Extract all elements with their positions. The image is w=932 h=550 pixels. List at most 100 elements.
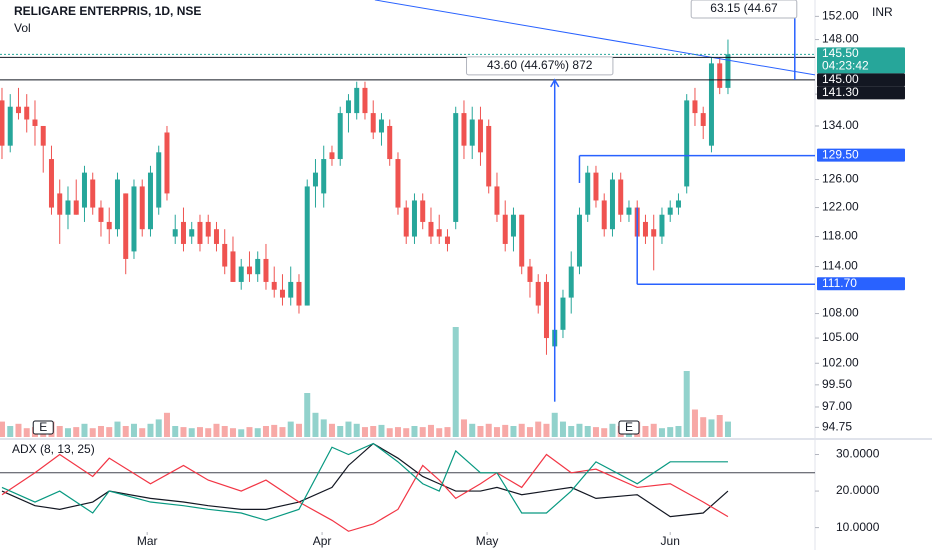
indicator-line — [1, 442, 728, 521]
volume-bar — [246, 427, 253, 437]
price-badge-label: 111.70 — [822, 276, 857, 290]
candle-body — [288, 281, 294, 298]
volume-bar — [155, 419, 162, 437]
indicator-tick-label: 20.0000 — [836, 483, 880, 497]
volume-bar — [609, 423, 616, 437]
volume-bar — [287, 421, 294, 437]
candle-body — [205, 221, 211, 237]
volume-bar — [510, 426, 517, 437]
volume-bar — [502, 424, 509, 437]
candle-body — [609, 179, 615, 230]
volume-bar — [328, 423, 335, 437]
volume-bar — [213, 423, 220, 437]
volume-bar — [675, 426, 682, 437]
y-tick-label: 126.00 — [822, 172, 859, 186]
volume-bar — [295, 423, 302, 437]
measure-arrow — [550, 78, 560, 88]
candle-body — [395, 159, 401, 208]
volume-bar — [642, 426, 649, 437]
candle-body — [271, 281, 277, 290]
candle-body — [123, 193, 129, 259]
volume-bar — [73, 427, 80, 437]
volume-bar — [221, 426, 228, 437]
volume-bar — [427, 424, 434, 437]
volume-bar — [122, 426, 129, 437]
candle-body — [345, 100, 351, 114]
candle-body — [246, 266, 252, 275]
candle-body — [164, 132, 170, 194]
volume-bar — [419, 427, 426, 437]
candle-body — [321, 159, 327, 194]
x-tick-label: Mar — [137, 534, 158, 548]
candle-body — [139, 186, 145, 230]
volume-bar — [163, 412, 170, 437]
event-label: E — [625, 420, 633, 434]
price-badge — [817, 47, 905, 74]
y-tick-label: 94.75 — [822, 420, 852, 434]
candle-body — [519, 214, 525, 267]
y-tick-label: 108.00 — [822, 306, 859, 320]
candle-body — [40, 125, 46, 146]
candle-body — [329, 152, 335, 160]
indicator-tick-label: 10.0000 — [836, 520, 880, 534]
candle-body — [593, 172, 599, 201]
measure-box — [690, 0, 798, 19]
candle-body — [147, 172, 153, 230]
candle-body — [601, 200, 607, 230]
candle-body — [180, 221, 186, 244]
candle-body — [255, 258, 261, 275]
candle-body — [230, 251, 236, 282]
volume-bar — [81, 423, 88, 437]
volume-bar — [601, 428, 608, 437]
trend-line — [374, 0, 815, 76]
volume-bar — [592, 427, 599, 437]
candle-body — [7, 106, 13, 146]
volume-bar — [262, 426, 269, 437]
event-marker — [32, 420, 54, 435]
volume-bar — [361, 427, 368, 437]
volume-bar — [56, 426, 63, 437]
candle-body — [114, 179, 120, 230]
volume-bar — [691, 409, 698, 437]
indicator-line — [1, 453, 729, 532]
indicator-line — [1, 442, 729, 518]
volume-bar — [139, 428, 146, 437]
candle-body — [651, 229, 657, 237]
candle-body — [312, 172, 318, 187]
candle-body — [156, 152, 162, 208]
volume-bar — [493, 427, 500, 437]
volume-bar — [568, 426, 575, 437]
volume-bar — [130, 423, 137, 437]
volume-bar — [460, 419, 467, 437]
volume-bar — [64, 428, 71, 437]
volume-bar — [254, 428, 261, 437]
axes: 94.75 97.00 99.50 102.00 105.00 108.00 114.00 1… — [137, 9, 905, 548]
candle-body — [24, 106, 30, 120]
volume-bar — [394, 427, 401, 437]
candle-body — [527, 266, 533, 282]
candle-body — [659, 214, 665, 237]
volume-bar — [535, 421, 542, 437]
candle-body — [296, 281, 302, 306]
price-badge-label: 145.50 — [822, 46, 859, 60]
candle-body — [585, 172, 591, 215]
candle-body — [708, 63, 714, 146]
candle-body — [411, 200, 417, 237]
price-badge — [817, 86, 905, 100]
y-tick-label: 97.00 — [822, 399, 852, 413]
volume-bar — [370, 426, 377, 437]
candle-body — [486, 125, 492, 187]
candle-body — [48, 159, 54, 208]
volume-bar — [683, 371, 690, 437]
indicator-title: ADX (8, 13, 25) — [12, 442, 95, 456]
candle-body — [57, 193, 63, 215]
indicator-tick-label: 30.0000 — [836, 447, 880, 461]
measure-box — [466, 56, 614, 76]
candle-body — [626, 207, 632, 215]
volume-bar — [551, 412, 558, 437]
volume-bar — [708, 419, 715, 437]
volume-bar — [485, 423, 492, 437]
candle-body — [263, 258, 269, 282]
